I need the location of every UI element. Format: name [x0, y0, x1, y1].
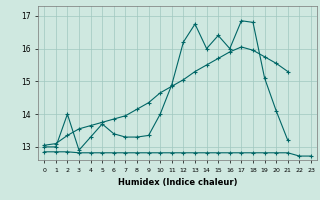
X-axis label: Humidex (Indice chaleur): Humidex (Indice chaleur)	[118, 178, 237, 187]
